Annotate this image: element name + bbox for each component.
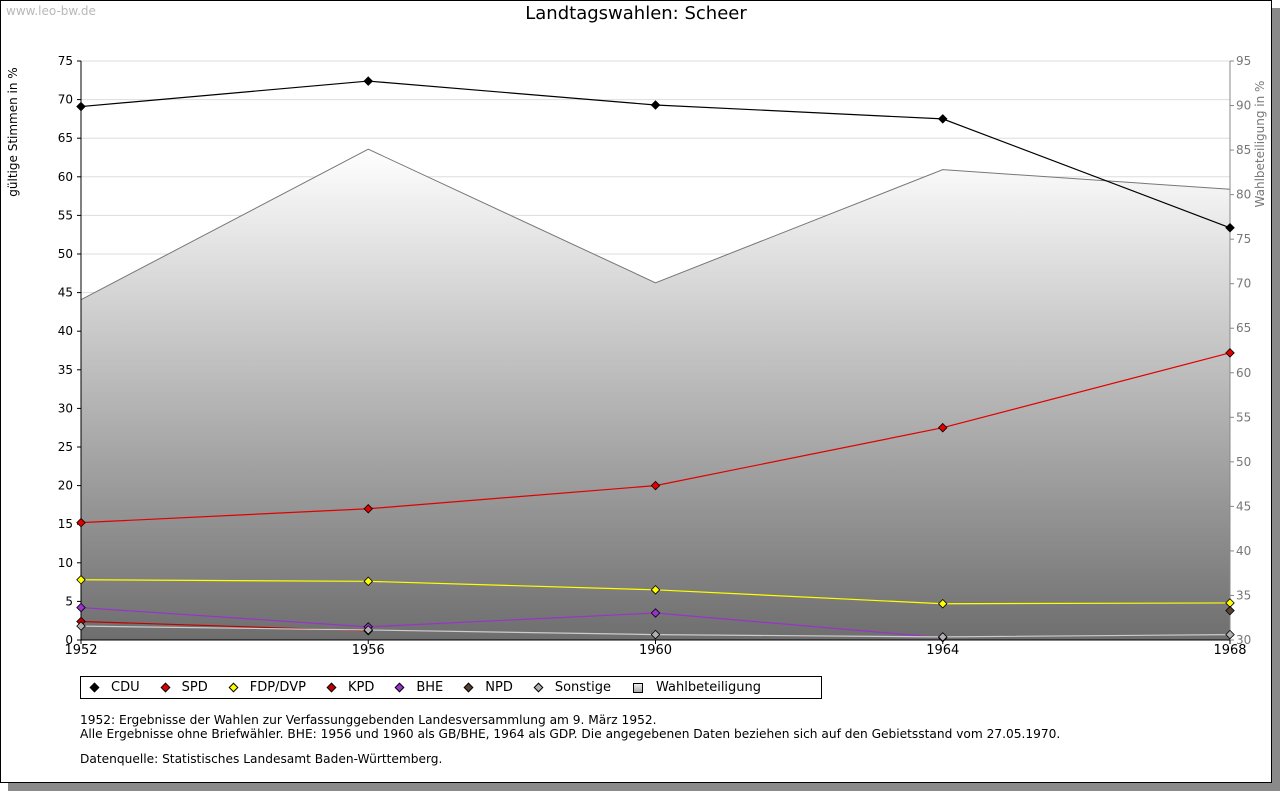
data-point — [363, 503, 374, 514]
y-tick-label: 30 — [58, 401, 73, 415]
note-line-2: Alle Ergebnisse ohne Briefwähler. BHE: 1… — [80, 727, 1061, 741]
data-point — [1225, 605, 1235, 616]
y2-axis-label: Wahlbeteiligung in % — [1253, 81, 1267, 208]
y-tick-label: 50 — [58, 247, 73, 261]
y2-tick-label: 50 — [1236, 455, 1251, 469]
y-tick-label: 40 — [58, 324, 73, 338]
chart-notes: 1952: Ergebnisse der Wahlen zur Verfassu… — [80, 713, 1060, 741]
data-point — [650, 585, 661, 595]
y2-tick-label: 75 — [1236, 232, 1251, 246]
y2-tick-label: 85 — [1236, 143, 1251, 157]
note-line-1: 1952: Ergebnisse der Wahlen zur Verfassu… — [80, 713, 657, 727]
y-tick-label: 5 — [65, 594, 73, 608]
y-tick-label: 55 — [58, 208, 73, 222]
x-tick-label: 1968 — [1213, 643, 1246, 658]
legend-label: CDU — [111, 680, 140, 695]
legend-marker — [89, 682, 100, 693]
legend-label: KPD — [347, 680, 375, 695]
legend-marker — [463, 682, 474, 693]
legend-label: Wahlbeteiligung — [656, 680, 762, 695]
y2-tick-label: 80 — [1236, 188, 1251, 202]
data-point — [650, 480, 661, 491]
y-tick-label: 20 — [58, 479, 73, 493]
legend-item-sonstige: Sonstige — [533, 680, 612, 695]
y2-tick-label: 65 — [1236, 321, 1251, 335]
y2-tick-label: 60 — [1236, 366, 1251, 380]
data-point — [76, 621, 86, 631]
y-tick-label: 70 — [58, 93, 73, 107]
data-point — [937, 598, 948, 609]
y-tick-label: 15 — [58, 517, 73, 531]
x-tick-label: 1960 — [639, 643, 672, 658]
data-point — [937, 422, 948, 433]
legend-item-kpd: KPD — [326, 680, 375, 695]
legend-marker — [633, 682, 644, 693]
data-point — [76, 602, 86, 613]
data-point — [76, 517, 86, 528]
y-tick-label: 65 — [58, 131, 73, 145]
legend-label: BHE — [416, 680, 444, 695]
legend-item-fdp: FDP/DVP — [228, 680, 306, 695]
chart-title: Landtagswahlen: Scheer — [525, 3, 747, 24]
y-tick-label: 75 — [58, 54, 73, 68]
data-point — [76, 575, 86, 585]
legend-marker — [160, 682, 171, 693]
y2-tick-label: 40 — [1236, 544, 1251, 558]
data-point — [363, 625, 374, 635]
frame-shadow-bottom — [8, 783, 1280, 791]
legend-marker — [394, 682, 405, 693]
y-axis-label: gültige Stimmen in % — [6, 67, 20, 196]
y-tick-label: 0 — [65, 633, 73, 647]
data-point — [363, 76, 374, 86]
legend-item-cdu: CDU — [89, 680, 140, 695]
legend-item-npd: NPD — [463, 680, 513, 695]
y2-tick-label: 35 — [1236, 588, 1251, 602]
data-point — [937, 632, 948, 642]
legend-label: FDP/DVP — [249, 680, 306, 695]
y2-tick-label: 30 — [1236, 633, 1251, 647]
data-point — [650, 629, 661, 640]
x-tick-label: 1952 — [64, 643, 97, 658]
data-point — [1225, 222, 1235, 233]
turnout-area — [80, 148, 1231, 640]
y-tick-label: 25 — [58, 440, 73, 454]
axes: 0 5 10 15 20 25 30 35 40 45 50 55 60 65 70 75 30 35 40 45 50… — [58, 54, 1252, 658]
data-source: Datenquelle: Statistisches Landesamt Bad… — [80, 752, 443, 766]
legend-item-spd: SPD — [160, 680, 208, 695]
data-point — [650, 608, 661, 618]
frame-shadow-right — [1272, 8, 1280, 791]
y2-tick-label: 70 — [1236, 277, 1251, 291]
legend-label: SPD — [181, 680, 208, 695]
data-point — [76, 101, 86, 112]
y-tick-label: 45 — [58, 286, 73, 300]
y-tick-label: 60 — [58, 170, 73, 184]
legend-marker — [326, 682, 337, 693]
legend-item-wahlbeteiligung: Wahlbeteiligung — [633, 680, 761, 695]
turnout-fill — [81, 149, 1230, 640]
y2-tick-label: 90 — [1236, 99, 1251, 113]
legend-item-bhe: BHE — [394, 680, 444, 695]
data-point — [1225, 348, 1235, 358]
x-tick-label: 1964 — [926, 643, 959, 658]
y-tick-label: 10 — [58, 556, 73, 570]
y2-tick-label: 45 — [1236, 499, 1251, 513]
legend: CDU SPD FDP/DVP KPD BHE NPD Sonstige Wah… — [80, 676, 822, 699]
x-tick-label: 1956 — [352, 643, 385, 658]
data-point — [937, 114, 948, 124]
watermark[interactable]: www.leo-bw.de — [6, 4, 96, 18]
series-line-bhe — [80, 606, 943, 639]
legend-label: Sonstige — [554, 680, 612, 695]
data-point — [650, 100, 661, 110]
series-markers — [76, 76, 1235, 643]
data-point — [1225, 629, 1235, 640]
turnout-line — [80, 148, 1231, 301]
legend-label: NPD — [485, 680, 513, 695]
y-tick-label: 35 — [58, 363, 73, 377]
legend-marker — [228, 682, 239, 693]
data-point — [363, 576, 374, 587]
y2-tick-label: 95 — [1236, 54, 1251, 68]
y2-tick-label: 55 — [1236, 410, 1251, 424]
legend-marker — [533, 682, 544, 693]
